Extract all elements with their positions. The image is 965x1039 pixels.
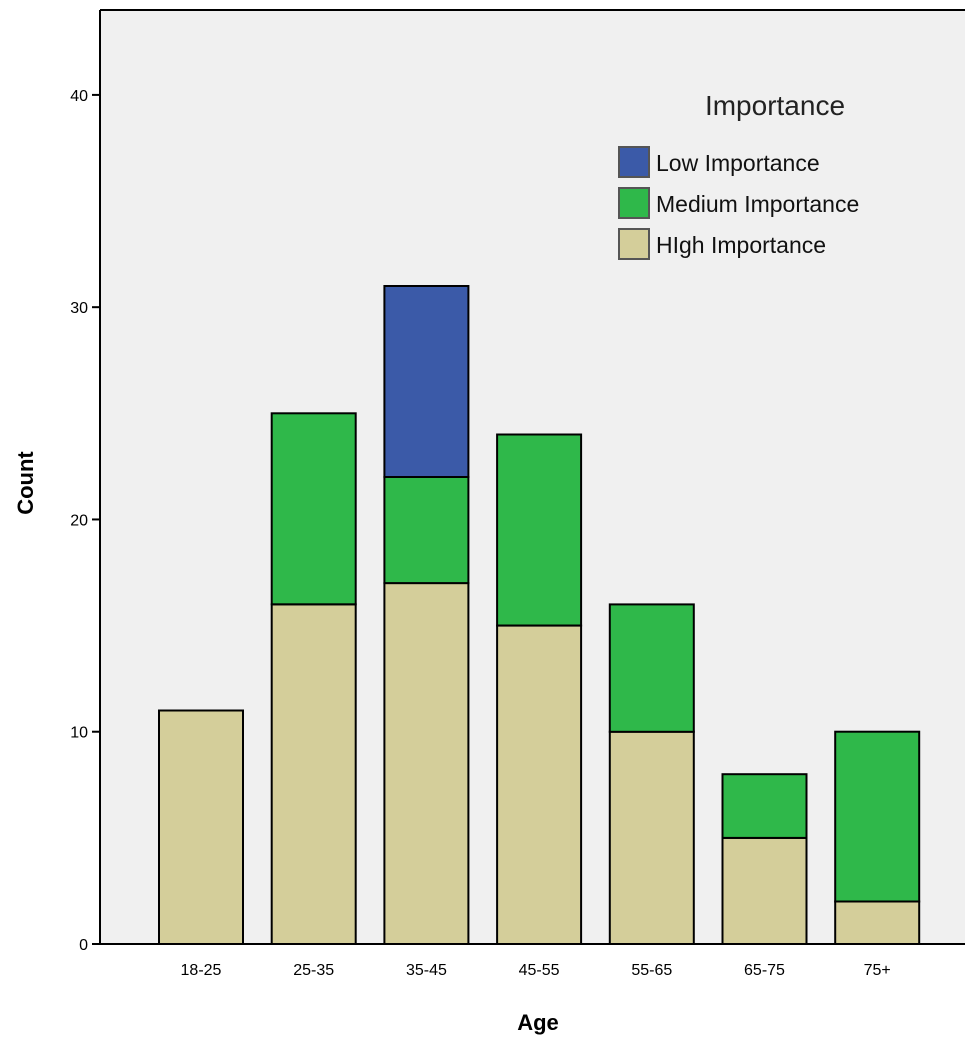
- legend-label: Medium Importance: [656, 191, 859, 217]
- bar-segment: [721, 836, 808, 946]
- legend-swatch: [618, 146, 650, 178]
- legend-swatch: [618, 228, 650, 260]
- x-tick-label: 75+: [864, 962, 891, 979]
- bar-segment: [721, 773, 808, 839]
- legend-title: Importance: [705, 90, 845, 121]
- bar-segment: [383, 285, 470, 478]
- bar-segment: [270, 603, 357, 946]
- x-tick-label: 18-25: [181, 962, 222, 979]
- bar-segment: [158, 709, 244, 945]
- bar-segment: [270, 412, 357, 606]
- x-tick-label: 55-65: [631, 962, 672, 979]
- bar-segment: [383, 582, 470, 945]
- x-tick-label: 25-35: [293, 962, 334, 979]
- x-tick-label: 65-75: [744, 962, 785, 979]
- x-tick-label: 35-45: [406, 962, 447, 979]
- y-tick-label: 20: [70, 512, 88, 529]
- legend-label: HIgh Importance: [656, 232, 826, 258]
- y-tick-label: 40: [70, 88, 88, 105]
- bar-segment: [608, 730, 695, 946]
- axes-group: [92, 9, 965, 945]
- legend: Importance Low Importance Medium Importan…: [618, 90, 859, 260]
- y-axis-title: Count: [13, 451, 38, 515]
- bar-segment: [383, 476, 470, 585]
- x-tick-label: 45-55: [519, 962, 560, 979]
- y-tick-label: 0: [79, 937, 88, 954]
- bar-segment: [834, 730, 921, 903]
- x-tick-labels: 18-25 25-35 35-45 45-55 55-65 65-75 75+: [181, 962, 891, 979]
- y-tick-label: 10: [70, 725, 88, 742]
- bar-segment: [834, 900, 921, 945]
- bar-segment: [608, 603, 695, 733]
- bar-segment: [496, 433, 583, 627]
- y-tick-labels: 0 10 20 30 40: [70, 88, 88, 954]
- bars-group: [158, 285, 921, 946]
- bar-segment: [496, 624, 583, 945]
- legend-label: Low Importance: [656, 150, 820, 176]
- y-tick-label: 30: [70, 300, 88, 317]
- legend-swatch: [618, 187, 650, 219]
- x-axis-title: Age: [517, 1010, 559, 1035]
